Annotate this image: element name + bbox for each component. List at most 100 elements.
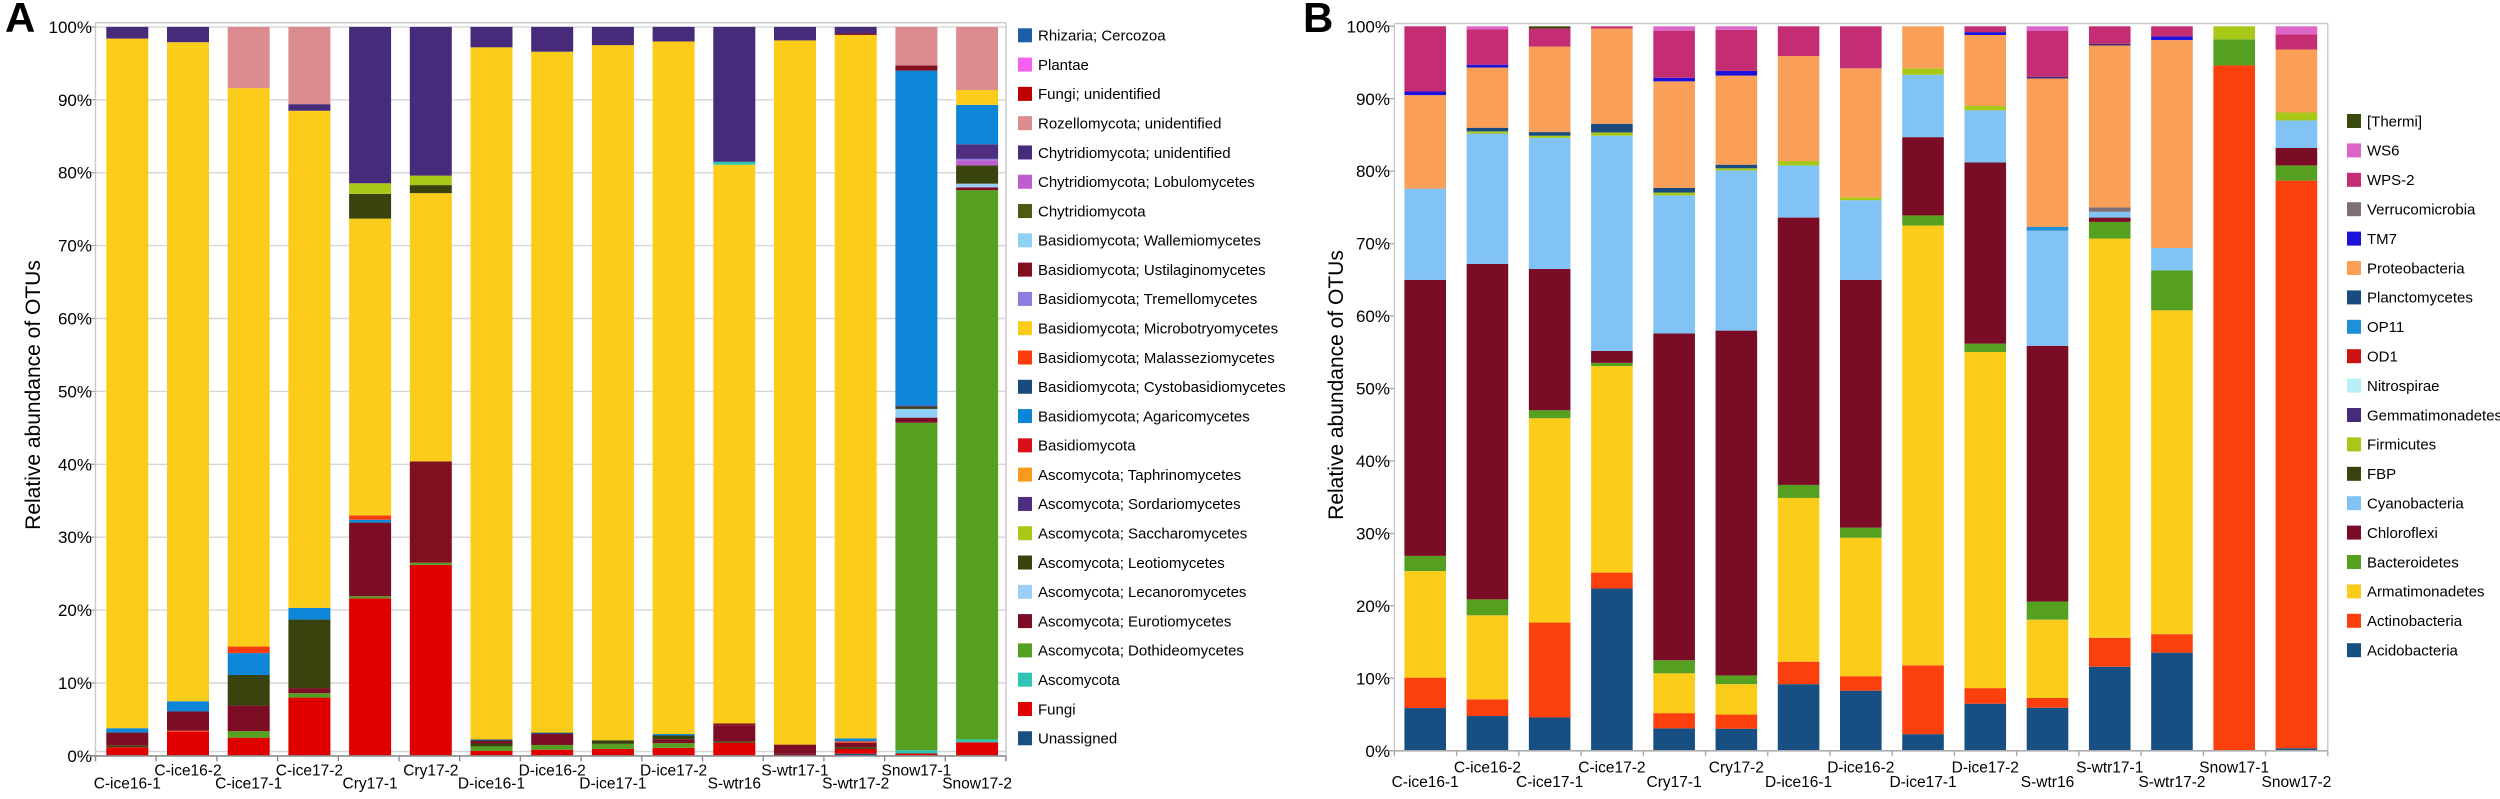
- svg-text:60%: 60%: [58, 310, 92, 329]
- svg-text:C-ice16-1: C-ice16-1: [1392, 774, 1459, 791]
- svg-text:WS6: WS6: [2367, 143, 2400, 160]
- svg-text:Nitrospirae: Nitrospirae: [2367, 378, 2440, 395]
- svg-text:30%: 30%: [58, 528, 92, 547]
- svg-text:Unassigned: Unassigned: [1038, 731, 1117, 748]
- svg-text:Snow17-1: Snow17-1: [2199, 760, 2269, 777]
- svg-text:D-ice17-2: D-ice17-2: [1952, 760, 2019, 777]
- svg-text:Planctomycetes: Planctomycetes: [2367, 290, 2473, 307]
- svg-text:Basidiomycota; Wallemiomycetes: Basidiomycota; Wallemiomycetes: [1038, 233, 1261, 250]
- svg-text:C-ice17-1: C-ice17-1: [215, 776, 282, 793]
- svg-text:10%: 10%: [1356, 669, 1390, 688]
- svg-text:Armatimonadetes: Armatimonadetes: [2367, 584, 2485, 601]
- svg-text:Basidiomycota; Microbotryomyce: Basidiomycota; Microbotryomycetes: [1038, 321, 1278, 338]
- svg-text:Firmicutes: Firmicutes: [2367, 437, 2436, 454]
- svg-text:30%: 30%: [1356, 524, 1390, 543]
- svg-text:Chloroflexi: Chloroflexi: [2367, 525, 2438, 542]
- svg-text:D-ice16-1: D-ice16-1: [1765, 774, 1832, 791]
- svg-text:80%: 80%: [58, 164, 92, 183]
- svg-text:50%: 50%: [1356, 380, 1390, 399]
- svg-text:C-ice16-1: C-ice16-1: [94, 776, 161, 793]
- svg-text:40%: 40%: [1356, 452, 1390, 471]
- svg-text:D-ice16-1: D-ice16-1: [458, 776, 525, 793]
- svg-text:80%: 80%: [1356, 162, 1390, 181]
- svg-text:OP11: OP11: [2367, 319, 2404, 336]
- svg-text:C-ice16-2: C-ice16-2: [154, 763, 221, 780]
- svg-text:Cry17-2: Cry17-2: [403, 763, 458, 780]
- svg-text:Fungi; unidentified: Fungi; unidentified: [1038, 86, 1161, 103]
- svg-text:S-wtr17-2: S-wtr17-2: [822, 776, 889, 793]
- svg-text:D-ice17-1: D-ice17-1: [579, 776, 646, 793]
- svg-text:Ascomycota: Ascomycota: [1038, 672, 1120, 689]
- svg-text:S-wtr16: S-wtr16: [2021, 774, 2074, 791]
- svg-text:Rhizaria; Cercozoa: Rhizaria; Cercozoa: [1038, 28, 1166, 45]
- svg-text:Proteobacteria: Proteobacteria: [2367, 260, 2465, 277]
- svg-text:Basidiomycota; Cystobasidiomyc: Basidiomycota; Cystobasidiomycetes: [1038, 379, 1286, 396]
- svg-text:FBP: FBP: [2367, 466, 2396, 483]
- svg-text:Cyanobacteria: Cyanobacteria: [2367, 496, 2464, 513]
- svg-text:Cry17-2: Cry17-2: [1709, 760, 1764, 777]
- svg-text:90%: 90%: [1356, 90, 1390, 109]
- svg-text:Gemmatimonadetes: Gemmatimonadetes: [2367, 407, 2500, 424]
- svg-text:70%: 70%: [1356, 235, 1390, 254]
- svg-text:C-ice17-2: C-ice17-2: [276, 763, 343, 780]
- svg-text:D-ice17-2: D-ice17-2: [640, 763, 707, 780]
- svg-text:Basidiomycota; Agaricomycetes: Basidiomycota; Agaricomycetes: [1038, 408, 1250, 425]
- svg-text:Acidobacteria: Acidobacteria: [2367, 643, 2459, 660]
- svg-text:Ascomycota; Lecanoromycetes: Ascomycota; Lecanoromycetes: [1038, 584, 1246, 601]
- svg-text:20%: 20%: [1356, 597, 1390, 616]
- svg-text:Basidiomycota; Malasseziomycet: Basidiomycota; Malasseziomycetes: [1038, 350, 1275, 367]
- svg-text:C-ice17-1: C-ice17-1: [1516, 774, 1583, 791]
- svg-text:TM7: TM7: [2367, 231, 2397, 248]
- svg-text:S-wtr16: S-wtr16: [708, 776, 761, 793]
- svg-text:D-ice16-2: D-ice16-2: [1827, 760, 1894, 777]
- svg-text:Chytridiomycota; unidentified: Chytridiomycota; unidentified: [1038, 145, 1231, 162]
- svg-text:D-ice17-1: D-ice17-1: [1889, 774, 1956, 791]
- svg-text:0%: 0%: [1365, 742, 1390, 761]
- svg-text:0%: 0%: [67, 747, 92, 766]
- svg-text:50%: 50%: [58, 382, 92, 401]
- svg-text:S-wtr17-2: S-wtr17-2: [2138, 774, 2205, 791]
- svg-text:Verrucomicrobia: Verrucomicrobia: [2367, 202, 2476, 219]
- svg-text:90%: 90%: [58, 91, 92, 110]
- svg-text:Ascomycota; Saccharomycetes: Ascomycota; Saccharomycetes: [1038, 526, 1247, 543]
- svg-text:Cry17-1: Cry17-1: [343, 776, 398, 793]
- svg-text:Relative abundance of OTUs: Relative abundance of OTUs: [1325, 250, 1348, 520]
- svg-text:Fungi: Fungi: [1038, 701, 1076, 718]
- svg-text:60%: 60%: [1356, 307, 1390, 326]
- svg-text:S-wtr17-1: S-wtr17-1: [761, 763, 828, 780]
- svg-text:Bacteroidetes: Bacteroidetes: [2367, 554, 2459, 571]
- svg-text:A: A: [5, 0, 35, 41]
- svg-text:Rozellomycota; unidentified: Rozellomycota; unidentified: [1038, 115, 1221, 132]
- svg-text:Relative abundance of OTUs: Relative abundance of OTUs: [22, 260, 45, 530]
- svg-text:20%: 20%: [58, 601, 92, 620]
- svg-text:Plantae: Plantae: [1038, 57, 1089, 74]
- svg-text:Snow17-2: Snow17-2: [2262, 774, 2332, 791]
- svg-text:Snow17-1: Snow17-1: [882, 763, 952, 780]
- svg-text:B: B: [1303, 0, 1333, 41]
- svg-text:Ascomycota; Taphrinomycetes: Ascomycota; Taphrinomycetes: [1038, 467, 1241, 484]
- svg-text:Snow17-2: Snow17-2: [942, 776, 1012, 793]
- svg-text:100%: 100%: [1347, 17, 1390, 36]
- svg-text:Basidiomycota; Tremellomycetes: Basidiomycota; Tremellomycetes: [1038, 291, 1257, 308]
- svg-text:10%: 10%: [58, 674, 92, 693]
- svg-text:Actinobacteria: Actinobacteria: [2367, 613, 2463, 630]
- svg-text:Basidiomycota: Basidiomycota: [1038, 438, 1136, 455]
- svg-text:Chytridiomycota; Lobulomycetes: Chytridiomycota; Lobulomycetes: [1038, 174, 1255, 191]
- svg-text:WPS-2: WPS-2: [2367, 172, 2415, 189]
- svg-text:[Thermi]: [Thermi]: [2367, 113, 2422, 130]
- svg-text:70%: 70%: [58, 237, 92, 256]
- svg-text:Chytridiomycota: Chytridiomycota: [1038, 203, 1146, 220]
- svg-text:Basidiomycota; Ustilaginomycet: Basidiomycota; Ustilaginomycetes: [1038, 262, 1266, 279]
- svg-text:Cry17-1: Cry17-1: [1647, 774, 1702, 791]
- svg-text:Ascomycota; Dothideomycetes: Ascomycota; Dothideomycetes: [1038, 643, 1244, 660]
- svg-text:100%: 100%: [49, 18, 92, 37]
- svg-text:Ascomycota; Eurotiomycetes: Ascomycota; Eurotiomycetes: [1038, 613, 1231, 630]
- svg-text:C-ice17-2: C-ice17-2: [1578, 760, 1645, 777]
- svg-text:OD1: OD1: [2367, 349, 2398, 366]
- svg-text:S-wtr17-1: S-wtr17-1: [2076, 760, 2143, 777]
- svg-text:Ascomycota; Sordariomycetes: Ascomycota; Sordariomycetes: [1038, 496, 1241, 513]
- svg-text:40%: 40%: [58, 455, 92, 474]
- svg-text:C-ice16-2: C-ice16-2: [1454, 760, 1521, 777]
- svg-text:Ascomycota; Leotiomycetes: Ascomycota; Leotiomycetes: [1038, 555, 1225, 572]
- svg-text:D-ice16-2: D-ice16-2: [519, 763, 586, 780]
